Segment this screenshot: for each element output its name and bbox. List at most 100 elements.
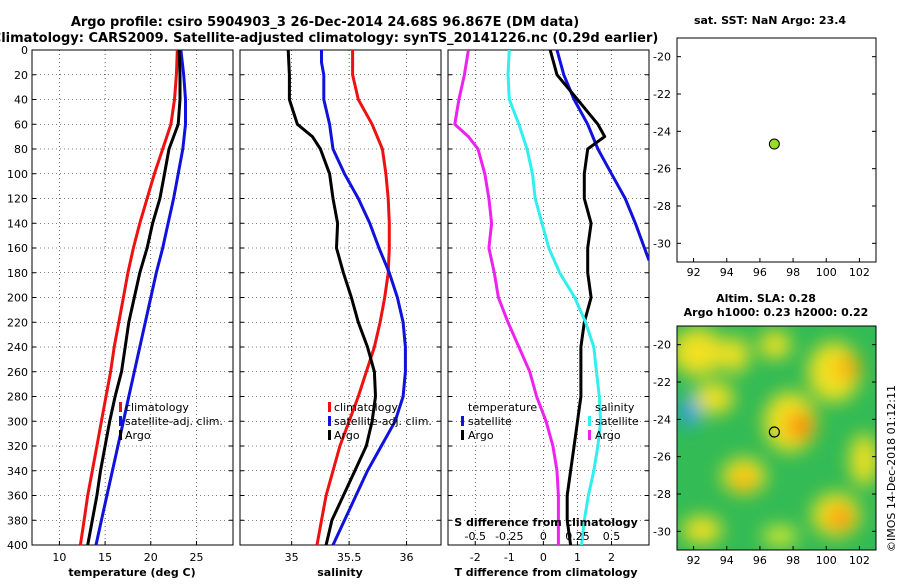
depth-tick-label: 380 — [7, 514, 28, 527]
difference-series-salinity-argo — [453, 50, 560, 545]
sst-map-points — [768, 138, 780, 150]
legend-satellite-label: satellite-adj. clim. — [125, 415, 223, 428]
difference-panel: -0.5 -0.25 0 0.25 0.5 -2 -1 0 1 2 S difference f… — [447, 49, 650, 579]
sst-map-panel: sat. SST: NaN Argo: 23.4 92 94 96 98 100 102 -… — [653, 14, 877, 279]
legend-salinity-satellite-swatch — [588, 416, 591, 426]
salinity-series-climatology — [315, 50, 391, 546]
temperature-difference-axis-label: T difference from climatology — [454, 566, 637, 579]
legend-temperature-heading: temperature — [468, 401, 537, 414]
map-latitude-label: -30 — [653, 237, 671, 250]
salinity-tick-label: 36 — [400, 551, 414, 564]
depth-tick-label: 300 — [7, 415, 28, 428]
legend-temperature-argo-label: Argo — [468, 429, 494, 442]
map-latitude-label: -26 — [653, 451, 671, 464]
map-longitude-label: 100 — [816, 554, 837, 567]
legend-satellite-swatch — [119, 416, 122, 426]
salinity-difference-tick-label: -0.25 — [495, 530, 523, 543]
legend-salinity-argo-swatch — [588, 430, 591, 440]
legend-climatology-swatch — [328, 402, 331, 412]
figure-title-line-2: Climatology: CARS2009. Satellite-adjuste… — [0, 31, 658, 46]
difference-series-temperature-argo — [548, 50, 607, 545]
legend-salinity-argo-label: Argo — [595, 429, 621, 442]
difference-series-temperature-satellite — [555, 50, 649, 261]
temperature-lines — [78, 49, 187, 546]
temperature-axis-label: temperature (deg C) — [68, 566, 195, 579]
sla-heatmap-blobs — [677, 328, 876, 546]
temperature-series-climatology — [78, 49, 179, 546]
depth-tick-label: 100 — [7, 168, 28, 181]
depth-tick-label: 200 — [7, 292, 28, 305]
legend-argo-swatch — [328, 430, 331, 440]
map-longitude-label: 92 — [687, 266, 701, 279]
salinity-series-satellite-adj-clim- — [320, 50, 407, 546]
sla-heatmap — [677, 326, 876, 550]
salinity-difference-axis-label: S difference from climatology — [454, 516, 638, 529]
depth-tick-label: 160 — [7, 242, 28, 255]
map-latitude-label: -28 — [653, 488, 671, 501]
temperature-difference-tick-label: 1 — [574, 551, 581, 564]
depth-tick-label: 280 — [7, 391, 28, 404]
map-longitude-label: 102 — [849, 266, 870, 279]
depth-tick-label: 60 — [14, 118, 28, 131]
salinity-lines — [286, 49, 407, 546]
map-longitude-label: 100 — [816, 266, 837, 279]
depth-tick-label: 340 — [7, 465, 28, 478]
sst-argo-point — [768, 138, 780, 150]
sla-map-frame — [676, 325, 877, 551]
depth-tick-label: 220 — [7, 316, 28, 329]
depth-tick-label: 400 — [7, 539, 28, 552]
sla-map-title: Altim. SLA: 0.28 — [716, 292, 816, 305]
salinity-difference-tick-label: 0.25 — [565, 530, 590, 543]
legend-temperature-satellite-label: satellite — [468, 415, 512, 428]
map-latitude-label: -22 — [653, 88, 671, 101]
sla-argo-point — [768, 426, 780, 438]
depth-tick-label: 20 — [14, 69, 28, 82]
sla-map-argo-marker — [768, 426, 780, 438]
legend-argo-swatch — [119, 430, 122, 440]
temperature-panel: 0 20 40 60 80 100 120 140 160 180 200 220 240 260 280 3… — [7, 44, 234, 579]
salinity-series-argo — [286, 49, 377, 546]
difference-lines — [453, 50, 649, 545]
depth-tick-label: 240 — [7, 341, 28, 354]
legend-salinity-satellite-label: satellite — [595, 415, 639, 428]
legend-temperature-satellite-swatch — [461, 416, 464, 426]
depth-tick-label: 180 — [7, 267, 28, 280]
depth-tick-label: 0 — [21, 44, 28, 57]
figure-title-line-1: Argo profile: csiro 5904903_3 26-Dec-201… — [71, 15, 579, 30]
depth-tick-label: 140 — [7, 217, 28, 230]
salinity-tick-labels: 35 35.5 36 — [285, 551, 414, 564]
depth-tick-labels: 0 20 40 60 80 100 120 140 160 180 200 220 240 260 280 3… — [7, 44, 28, 552]
map-longitude-label: 98 — [786, 554, 800, 567]
salinity-tick-label: 35.5 — [337, 551, 362, 564]
temperature-tick-labels: 10 15 20 25 — [52, 551, 203, 564]
legend-temperature-argo-swatch — [461, 430, 464, 440]
sla-map-panel: Altim. SLA: 0.28 Argo h1000: 0.23 h2000:… — [653, 292, 877, 567]
salinity-difference-tick-labels: -0.5 -0.25 0 0.25 0.5 — [465, 530, 621, 543]
temperature-difference-tick-label: 0 — [540, 551, 547, 564]
temperature-difference-tick-label: 2 — [608, 551, 615, 564]
temperature-tick-label: 25 — [189, 551, 203, 564]
legend-climatology-label: climatology — [334, 401, 398, 414]
salinity-panel: 35 35.5 36 salinity climatology satellite-… — [239, 49, 442, 579]
imos-watermark: ©IMOS 14-Dec-2018 01:12:11 — [885, 385, 898, 552]
map-longitude-label: 94 — [720, 266, 734, 279]
map-longitude-label: 92 — [687, 554, 701, 567]
temperature-difference-tick-label: -2 — [470, 551, 481, 564]
map-latitude-label: -24 — [653, 413, 671, 426]
map-longitude-label: 96 — [753, 266, 767, 279]
legend-climatology-label: climatology — [125, 401, 189, 414]
map-longitude-label: 98 — [786, 266, 800, 279]
depth-tick-label: 40 — [14, 94, 28, 107]
map-longitude-label: 96 — [753, 554, 767, 567]
map-latitude-label: -26 — [653, 163, 671, 176]
depth-tick-label: 260 — [7, 366, 28, 379]
difference-legend-temperature: temperature satellite Argo — [461, 401, 537, 442]
depth-tick-label: 360 — [7, 490, 28, 503]
map-longitude-label: 102 — [849, 554, 870, 567]
salinity-difference-tick-label: -0.5 — [465, 530, 486, 543]
legend-salinity-heading: salinity — [595, 401, 635, 414]
difference-legend-salinity: salinity satellite Argo — [588, 401, 639, 442]
salinity-tick-label: 35 — [285, 551, 299, 564]
temperature-tick-label: 15 — [98, 551, 112, 564]
depth-tick-label: 320 — [7, 440, 28, 453]
